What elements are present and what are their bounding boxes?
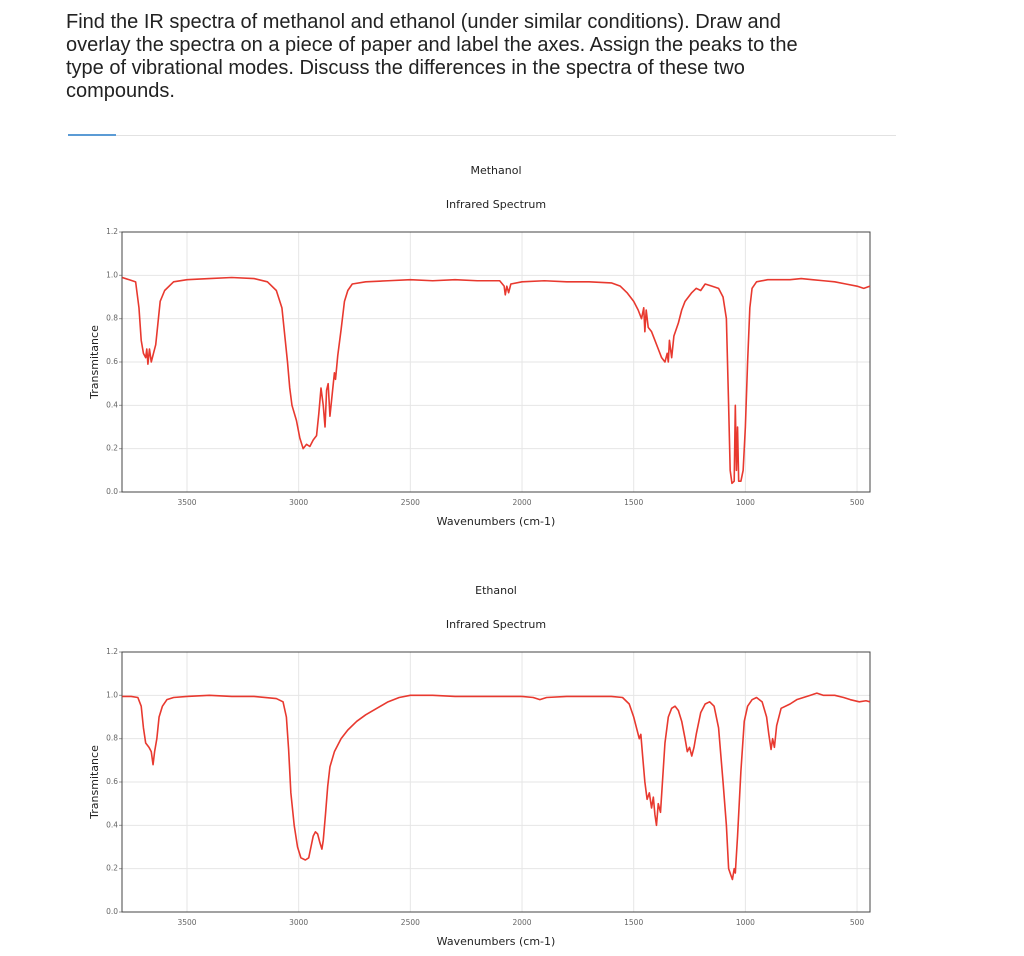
y-tick-label: 0.2 <box>106 864 118 873</box>
y-tick-label: 0.4 <box>106 400 118 409</box>
chart-title: Ethanol <box>475 584 517 597</box>
x-tick-label: 2500 <box>401 498 420 507</box>
y-tick-label: 0.8 <box>106 314 118 323</box>
y-tick-label: 0.2 <box>106 444 118 453</box>
y-tick-label: 0.6 <box>106 357 118 366</box>
x-tick-label: 3000 <box>289 498 308 507</box>
x-tick-label: 2500 <box>401 918 420 927</box>
x-tick-label: 1500 <box>624 498 643 507</box>
x-axis-label: Wavenumbers (cm-1) <box>437 515 556 528</box>
y-tick-label: 0.0 <box>106 907 118 916</box>
spectrum-line <box>121 276 871 485</box>
x-tick-label: 500 <box>850 918 865 927</box>
y-tick-label: 0.8 <box>106 734 118 743</box>
y-tick-label: 0.4 <box>106 820 118 829</box>
y-axis-label: Transmitance <box>88 325 101 400</box>
chart-subtitle: Infrared Spectrum <box>446 618 546 631</box>
x-tick-label: 3000 <box>289 918 308 927</box>
x-tick-label: 1500 <box>624 918 643 927</box>
x-tick-label: 2000 <box>512 498 531 507</box>
x-axis-label: Wavenumbers (cm-1) <box>437 935 556 948</box>
x-tick-label: 3500 <box>177 498 196 507</box>
y-tick-label: 0.0 <box>106 487 118 496</box>
chart-title: Methanol <box>470 164 521 177</box>
y-tick-label: 0.6 <box>106 777 118 786</box>
y-tick-label: 1.0 <box>106 270 118 279</box>
chart-subtitle: Infrared Spectrum <box>446 198 546 211</box>
x-tick-label: 1000 <box>736 498 755 507</box>
question: Find the IR spectra of methanol and etha… <box>66 11 906 103</box>
question-line: compounds. <box>66 80 175 102</box>
question-line: overlay the spectra on a piece of paper … <box>66 34 798 56</box>
spectrum-line <box>122 692 871 881</box>
y-tick-label: 1.2 <box>106 647 118 656</box>
separator-accent <box>68 134 116 136</box>
y-tick-label: 1.2 <box>106 227 118 236</box>
x-tick-label: 3500 <box>177 918 196 927</box>
question-line: type of vibrational modes. Discuss the d… <box>66 57 745 79</box>
x-tick-label: 1000 <box>736 918 755 927</box>
question-line: Find the IR spectra of methanol and etha… <box>66 11 781 33</box>
y-axis-label: Transmitance <box>88 745 101 820</box>
y-tick-label: 1.0 <box>106 690 118 699</box>
plot-frame <box>121 651 871 913</box>
separator <box>68 135 896 136</box>
plot-frame <box>121 231 871 493</box>
x-tick-label: 500 <box>850 498 865 507</box>
x-tick-label: 2000 <box>512 918 531 927</box>
